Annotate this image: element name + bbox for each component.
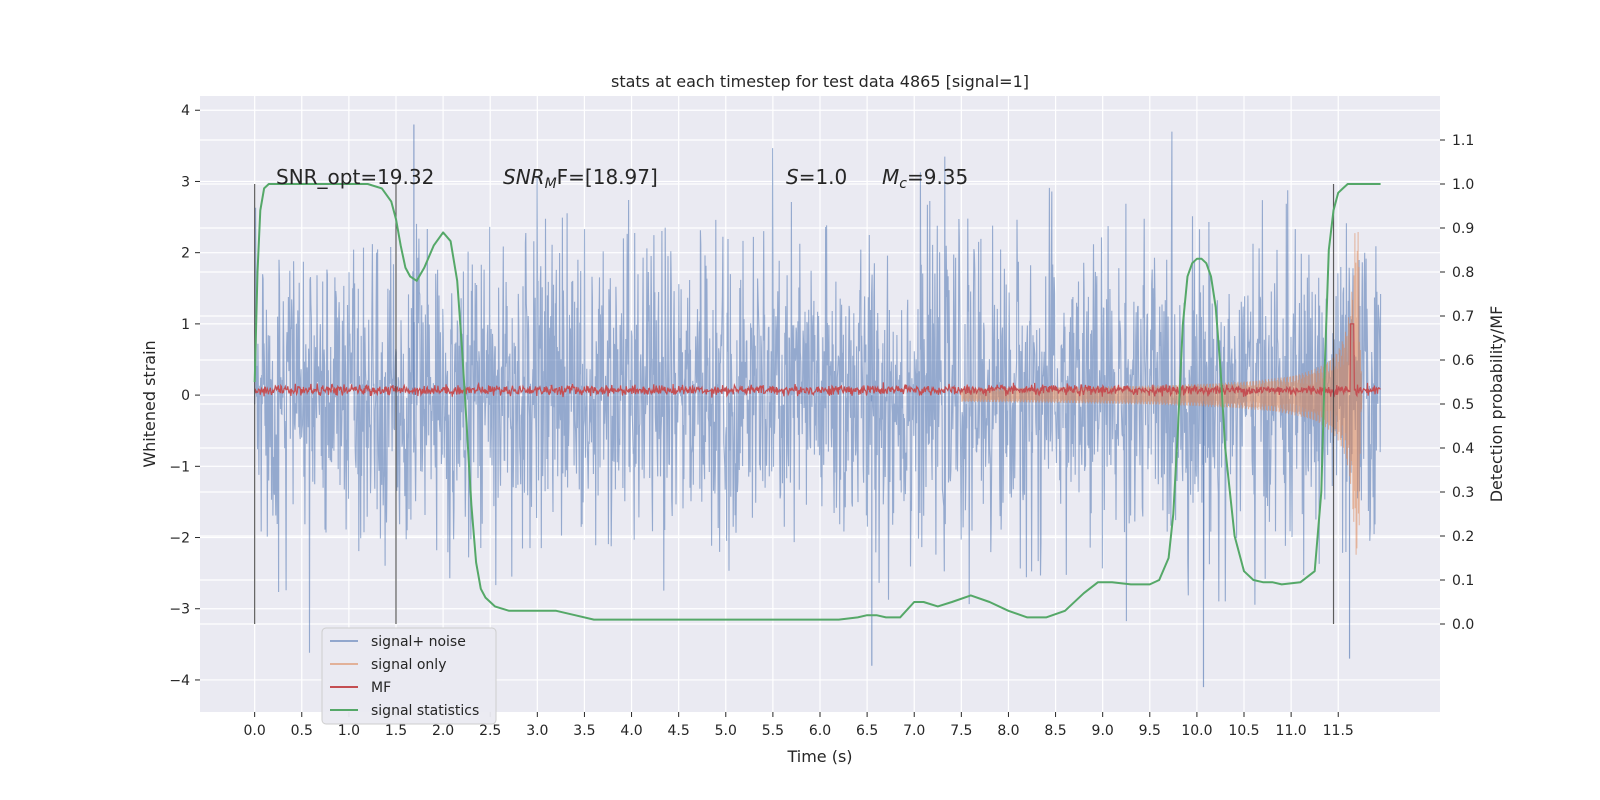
annotation-snr-opt: SNR_opt=19.32: [276, 165, 434, 189]
statistics-line: [253, 183, 1381, 621]
mf-trace: [254, 323, 1381, 399]
x-tick-label: 11.5: [1323, 723, 1354, 739]
x-tick-label: 3.5: [573, 723, 595, 739]
x-tick-label: 8.5: [1044, 723, 1066, 739]
x-tick-label: 0.0: [244, 723, 266, 739]
y-tick-label: 0: [181, 388, 190, 404]
right-y-tick-label: 0.0: [1452, 617, 1474, 633]
right-y-axis-label: Detection probability/MF: [1487, 306, 1506, 503]
x-tick-label: 1.5: [385, 723, 407, 739]
y-tick-label: −4: [169, 673, 190, 689]
x-tick-label: 3.0: [526, 723, 548, 739]
right-y-tick-label: 0.1: [1452, 573, 1474, 589]
x-tick-label: 0.5: [291, 723, 313, 739]
legend-box: [321, 627, 497, 725]
legend-label-signal-only: signal only: [371, 657, 446, 673]
right-y-tick-label: 0.6: [1452, 353, 1474, 369]
right-y-tick-label: 1.1: [1452, 133, 1474, 149]
annotation-s: S=1.0: [786, 165, 847, 189]
y-axis-ticks: 4 3 2 1 0 −1 −2 −3 −4: [169, 103, 200, 689]
right-y-tick-label: 0.7: [1452, 309, 1474, 325]
right-y-axis-ticks: 1.1 1.0 0.9 0.8 0.7 0.6 0.5 0.4 0.3 0.2 0.1 0.0: [1440, 133, 1474, 633]
legend-label-signal-noise: signal+ noise: [371, 634, 466, 650]
noise-trace: [254, 131, 1382, 653]
y-tick-label: −1: [169, 459, 190, 475]
x-tick-label: 4.0: [620, 723, 642, 739]
x-tick-label: 8.0: [997, 723, 1019, 739]
right-y-tick-label: 0.5: [1452, 397, 1474, 413]
vertical-markers: [254, 184, 1335, 624]
x-tick-label: 7.5: [950, 723, 972, 739]
y-tick-label: 3: [181, 174, 190, 190]
right-y-tick-label: 0.9: [1452, 221, 1474, 237]
x-tick-label: 10.5: [1228, 723, 1259, 739]
x-tick-label: 9.5: [1139, 723, 1161, 739]
right-y-tick-label: 1.0: [1452, 177, 1474, 193]
x-tick-label: 7.0: [903, 723, 925, 739]
y-tick-label: 1: [181, 317, 190, 333]
series-signal-plus-noise: [254, 124, 1382, 688]
x-axis-label: Time (s): [786, 747, 852, 766]
y-tick-label: 2: [181, 246, 190, 262]
y-axis-label: Whitened strain: [140, 340, 159, 467]
right-y-tick-label: 0.3: [1452, 485, 1474, 501]
x-tick-label: 9.0: [1092, 723, 1114, 739]
x-tick-label: 6.0: [809, 723, 831, 739]
series-signal-statistics: [253, 183, 1381, 621]
legend-label-signal-statistics: signal statistics: [371, 703, 479, 719]
right-y-tick-label: 0.2: [1452, 529, 1474, 545]
y-tick-label: 4: [181, 103, 190, 119]
x-tick-label: 6.5: [856, 723, 878, 739]
x-tick-label: 2.5: [479, 723, 501, 739]
right-axis-gridlines: [200, 139, 1440, 625]
annotation-mc: Mc=9.35: [882, 165, 968, 192]
x-tick-label: 5.5: [762, 723, 784, 739]
x-tick-label: 2.0: [432, 723, 454, 739]
annotation-snr-mf: SNRMF=[18.97]: [503, 165, 658, 192]
x-axis-ticks: 0.0 0.5 1.0 1.5 2.0 2.5 3.0 3.5 4.0 4.5 5.0 5.5 6.0 6…: [244, 712, 1354, 739]
legend-label-mf: MF: [371, 680, 391, 696]
x-tick-label: 5.0: [715, 723, 737, 739]
x-tick-label: 1.0: [338, 723, 360, 739]
x-tick-label: 11.0: [1276, 723, 1307, 739]
chart-title: stats at each timestep for test data 486…: [611, 72, 1029, 91]
series-mf: [254, 323, 1381, 399]
y-tick-label: −2: [169, 531, 190, 547]
right-y-tick-label: 0.8: [1452, 265, 1474, 281]
x-tick-label: 10.0: [1181, 723, 1212, 739]
x-tick-label: 4.5: [668, 723, 690, 739]
right-y-tick-label: 0.4: [1452, 441, 1474, 457]
y-tick-label: −3: [169, 602, 190, 618]
legend: signal+ noise signal only MF signal stat…: [321, 627, 497, 725]
